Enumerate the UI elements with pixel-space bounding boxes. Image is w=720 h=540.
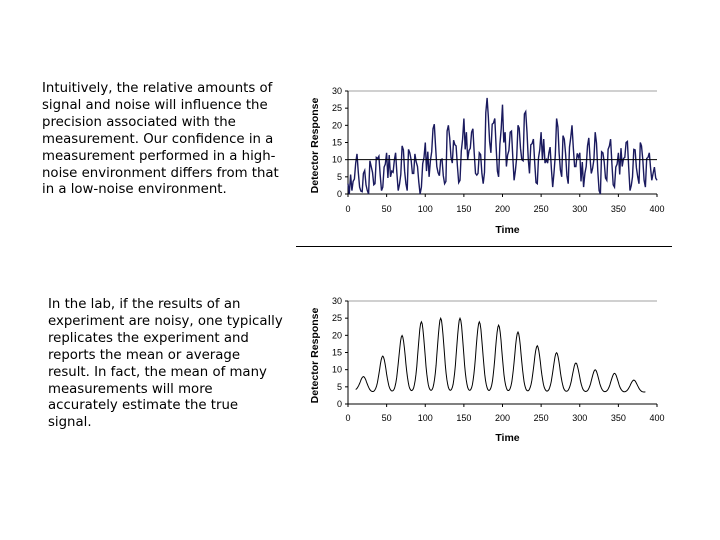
y-tick-label: 25 (332, 313, 342, 323)
y-tick-label: 15 (332, 138, 342, 148)
y-tick-label: 20 (332, 120, 342, 130)
y-tick-label: 5 (337, 172, 342, 182)
x-tick-label: 400 (649, 204, 664, 214)
x-tick-label: 50 (382, 413, 392, 423)
y-tick-label: 30 (332, 86, 342, 96)
x-tick-label: 300 (572, 413, 587, 423)
x-tick-label: 250 (534, 204, 549, 214)
x-tick-label: 50 (382, 204, 392, 214)
y-tick-label: 30 (332, 296, 342, 306)
x-axis-label: Time (495, 432, 519, 444)
x-tick-label: 100 (418, 204, 433, 214)
y-tick-label: 10 (332, 365, 342, 375)
chart-separator (296, 246, 672, 247)
y-tick-label: 0 (337, 399, 342, 409)
y-axis-label: Detector Response (309, 307, 321, 403)
x-tick-label: 350 (611, 204, 626, 214)
averaged-series-line (355, 316, 646, 393)
y-tick-label: 0 (337, 189, 342, 199)
y-axis-label: Detector Response (309, 97, 321, 193)
y-tick-label: 10 (332, 155, 342, 165)
x-tick-label: 200 (495, 204, 510, 214)
replication-paragraph: In the lab, if the results of an experim… (48, 297, 283, 431)
x-axis-label: Time (495, 224, 519, 236)
x-tick-label: 400 (649, 413, 664, 423)
noisy-series-line (347, 97, 658, 195)
y-tick-label: 5 (337, 382, 342, 392)
x-tick-label: 150 (456, 413, 471, 423)
x-tick-label: 150 (456, 204, 471, 214)
y-tick-label: 25 (332, 103, 342, 113)
x-tick-label: 350 (611, 413, 626, 423)
y-tick-label: 20 (332, 330, 342, 340)
x-tick-label: 0 (345, 413, 350, 423)
x-tick-label: 0 (345, 204, 350, 214)
x-tick-label: 100 (418, 413, 433, 423)
x-tick-label: 200 (495, 413, 510, 423)
x-tick-label: 300 (572, 204, 587, 214)
intro-paragraph: Intuitively, the relative amounts of sig… (42, 81, 279, 198)
x-tick-label: 250 (534, 413, 549, 423)
y-tick-label: 15 (332, 348, 342, 358)
